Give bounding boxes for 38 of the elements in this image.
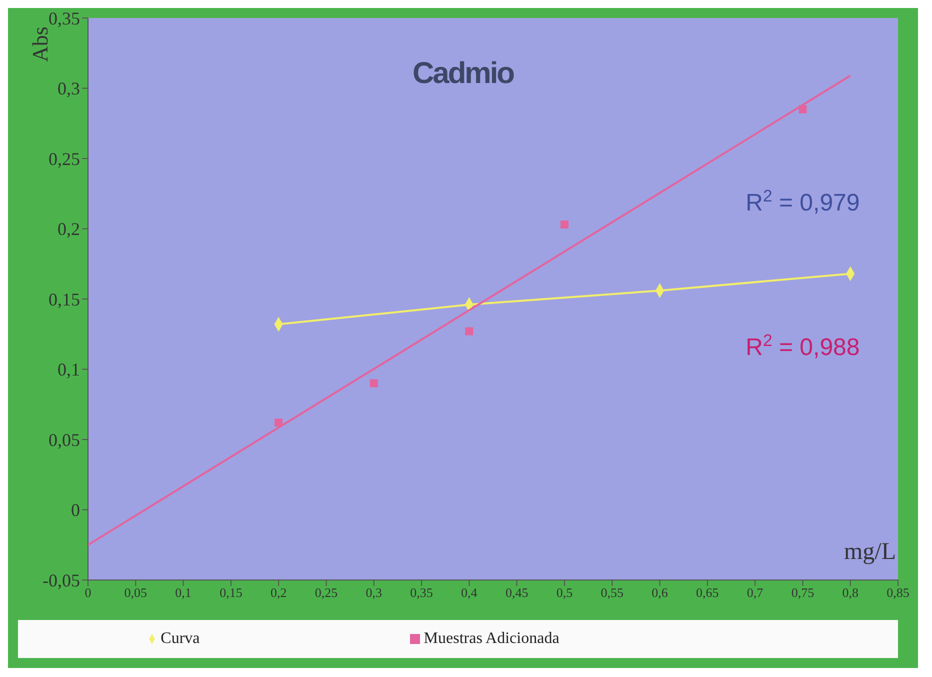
x-tick-label: 0,1	[175, 585, 192, 600]
y-axis-title: Abs	[28, 26, 53, 62]
point	[560, 220, 568, 229]
x-tick-label: 0,75	[791, 585, 814, 600]
x-tick-label: 0,55	[600, 585, 624, 600]
point	[274, 418, 283, 427]
x-tick-label: 0,25	[314, 585, 338, 600]
point	[370, 379, 378, 388]
x-tick-label: 0,4	[461, 585, 478, 600]
y-tick-label: 0,25	[48, 148, 80, 169]
legend-label: Curva	[160, 630, 200, 647]
point	[465, 327, 474, 336]
y-tick-label: 0,1	[58, 360, 80, 380]
y-tick-label: -0,05	[42, 570, 80, 590]
annotation: R$^{2}$ = 0,988	[746, 330, 860, 361]
legend-label: Muestras Adicionada	[424, 630, 560, 647]
x-axis-title: mg/L	[844, 539, 896, 566]
x-tick-label: 0,65	[696, 585, 719, 600]
annotation: R$^{2}$ = 0,979	[746, 186, 860, 216]
x-tick-label: 0,6	[652, 585, 668, 600]
x-tick-label: 0,15	[220, 585, 242, 600]
text: Cadmio	[412, 57, 515, 90]
y-tick-label: 0,15	[48, 289, 80, 310]
x-tick-label: 0,05	[124, 585, 148, 600]
y-tick-label: 0,35	[48, 8, 80, 28]
y-tick-label: 0,3	[58, 78, 80, 99]
x-tick-label: 0,2	[270, 585, 287, 600]
x-tick-label: 0,45	[505, 585, 528, 600]
y-tick-label: 0,2	[58, 219, 80, 240]
x-tick-label: 0,5	[556, 585, 573, 600]
y-tick-label: 0,05	[48, 430, 80, 450]
x-tick-label: 0,85	[886, 585, 910, 600]
x-tick-label: 0,7	[746, 585, 764, 600]
x-tick-label: 0,8	[842, 585, 858, 600]
x-tick-label: 0,35	[410, 585, 433, 600]
y-tick-label: 0	[71, 500, 80, 520]
x-tick-label: 0	[84, 585, 92, 600]
x-tick-label: 0,3	[366, 585, 382, 600]
